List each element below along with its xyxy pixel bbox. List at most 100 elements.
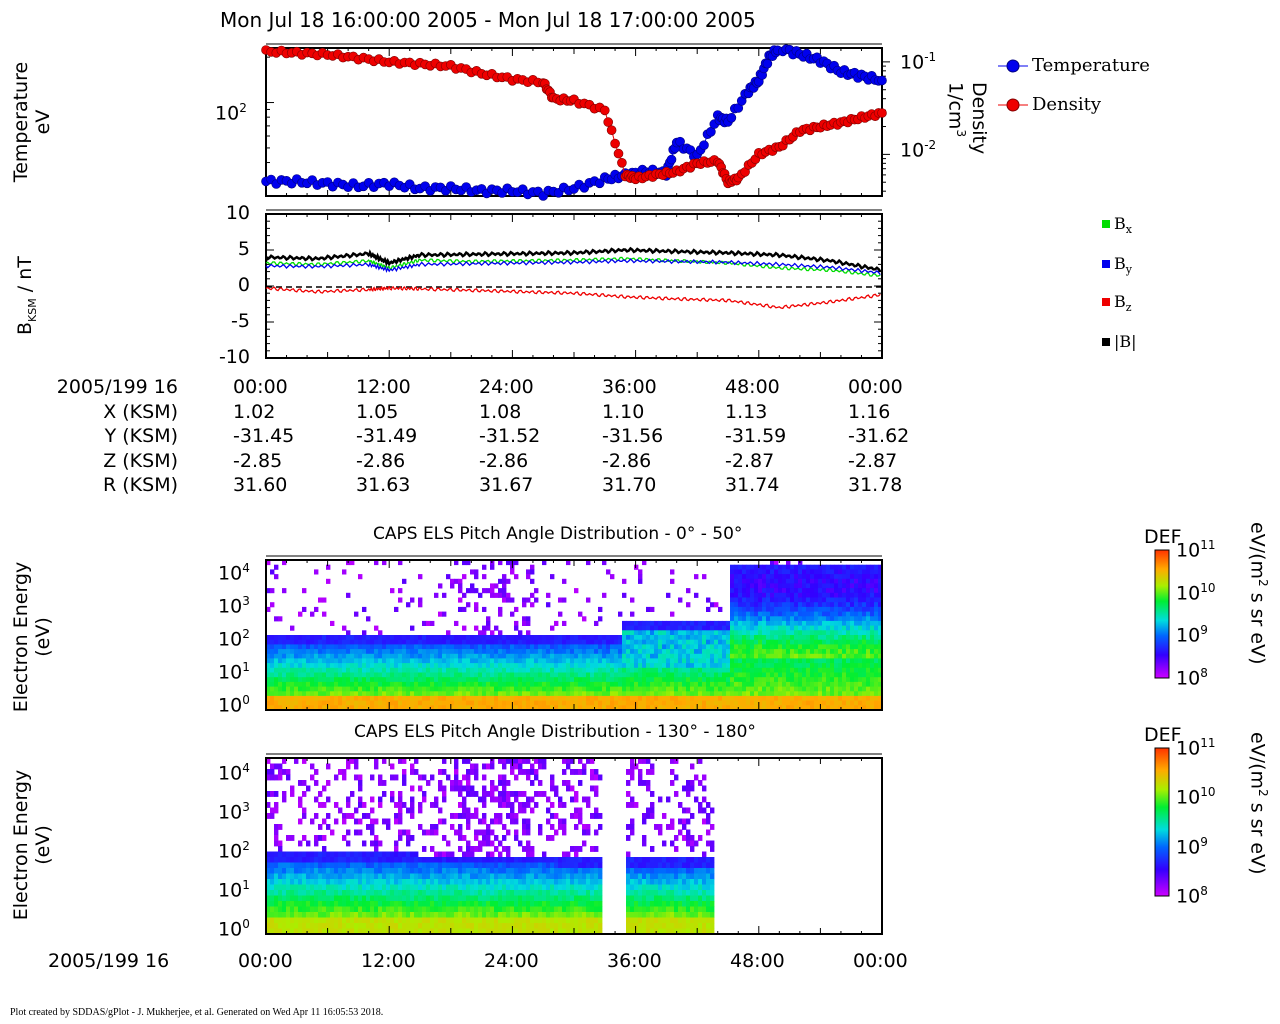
spectrogram-cell (338, 667, 343, 673)
spectrogram-cell (654, 667, 659, 673)
spectrogram-cell (346, 857, 351, 863)
spectrogram-cell (462, 813, 467, 819)
spectrogram-cell (850, 639, 855, 645)
spectrogram-cell (358, 912, 363, 918)
spectrogram-cell (838, 658, 843, 664)
spectrogram-cell (866, 606, 871, 612)
spectrogram-cell (850, 649, 855, 655)
spectrogram-cell (626, 644, 631, 650)
spectrogram-cell (270, 705, 275, 711)
spectrogram-cell (794, 663, 799, 669)
spectrogram-cell (750, 564, 755, 570)
spectrogram-cell (802, 644, 807, 650)
spectrogram-cell (282, 906, 287, 913)
spectrogram-cell (706, 635, 711, 641)
spectrogram-cell (462, 835, 467, 841)
spectrogram-cell (266, 873, 271, 880)
spectrogram-cell (674, 630, 679, 636)
spectrogram-cell (850, 620, 855, 626)
spectrogram-cell (462, 695, 467, 701)
spectrogram-cell (858, 700, 863, 706)
spectrogram-cell (554, 663, 559, 669)
spectrogram-cell (766, 616, 771, 622)
spectrogram-cell (630, 639, 635, 645)
spectrogram-cell (794, 620, 799, 626)
spectrogram-cell (342, 658, 347, 664)
spectrogram-cell (518, 663, 523, 669)
spectrogram-cell (698, 649, 703, 655)
spectrogram-cell (302, 644, 307, 650)
spectrogram-cell (310, 873, 315, 880)
spectrogram-cell (562, 620, 567, 626)
spectrogram-cell (630, 667, 635, 673)
spectrogram-cell (630, 695, 635, 701)
spectrogram-cell (726, 639, 731, 645)
spectrogram-cell (486, 663, 491, 669)
spectrogram-cell (858, 663, 863, 669)
spectrogram-cell (754, 592, 759, 598)
spectrogram-cell (322, 677, 327, 683)
spectrogram-cell (306, 785, 311, 792)
spectrogram-cell (390, 906, 395, 913)
spectrogram-cell (314, 879, 319, 885)
spectrogram-cell (458, 705, 463, 711)
spectrogram-cell (362, 653, 367, 659)
spectrogram-cell (854, 592, 859, 598)
spectrogram-cell (286, 873, 291, 880)
spectrogram-cell (706, 630, 711, 636)
spectrogram-cell (562, 672, 567, 678)
density-point (599, 105, 610, 116)
spectrogram-cell (482, 630, 487, 636)
spectrogram-cell (878, 606, 883, 612)
spectrogram-cell (622, 653, 627, 659)
spectrogram-cell (430, 700, 435, 706)
spectrogram-cell (854, 677, 859, 683)
spectrogram-cell (402, 705, 407, 711)
spectrogram-cell (402, 802, 407, 808)
spectrogram-cell (342, 625, 347, 631)
spectrogram-cell (422, 895, 427, 902)
spectrogram-cell (338, 901, 343, 907)
spectrogram-cell (274, 695, 279, 701)
spectrogram-cell (330, 700, 335, 706)
spectrogram-cell (450, 879, 455, 885)
spectrogram-cell (310, 695, 315, 701)
spectrogram-cell (730, 658, 735, 664)
spectrogram-cell (698, 653, 703, 659)
spectrogram-cell (766, 658, 771, 664)
spectrogram-cell (266, 923, 271, 929)
spectrogram-cell (390, 890, 395, 896)
spectrogram-cell (578, 672, 583, 678)
spectrogram-cell (294, 681, 299, 687)
spectrogram-cell (326, 700, 331, 706)
spectrogram-cell (790, 649, 795, 655)
spectrogram-cell (450, 785, 455, 792)
spectrogram-cell (522, 653, 527, 659)
spectrogram-cell (274, 840, 279, 847)
spectrogram-cell (730, 700, 735, 706)
spectrogram-cell (278, 616, 283, 622)
spectrogram-cell (298, 667, 303, 673)
spectrogram-cell (298, 906, 303, 913)
spectrogram-cell (774, 658, 779, 664)
spectrogram-cell (582, 681, 587, 687)
spectrogram-cell (858, 592, 863, 598)
spectrogram-cell (634, 695, 639, 701)
spectrogram-cell (330, 923, 335, 929)
spectrogram-cell (410, 813, 415, 819)
spectrogram-cell (806, 635, 811, 641)
spectrogram-cell (466, 791, 471, 797)
spectrogram-cell (834, 578, 839, 584)
spectrogram-cell (486, 700, 491, 706)
spectrogram-cell (278, 879, 283, 885)
spectrogram-cell (418, 802, 423, 808)
spectrogram-cell (742, 663, 747, 669)
spectrogram-cell (458, 923, 463, 929)
spectrogram-cell (326, 653, 331, 659)
spectrogram-cell (586, 597, 591, 603)
spectrogram-cell (818, 681, 823, 687)
spectrogram-cell (374, 705, 379, 711)
spectrogram-cell (522, 691, 527, 697)
spectrogram-cell (574, 667, 579, 673)
spectrogram-cell (326, 901, 331, 907)
